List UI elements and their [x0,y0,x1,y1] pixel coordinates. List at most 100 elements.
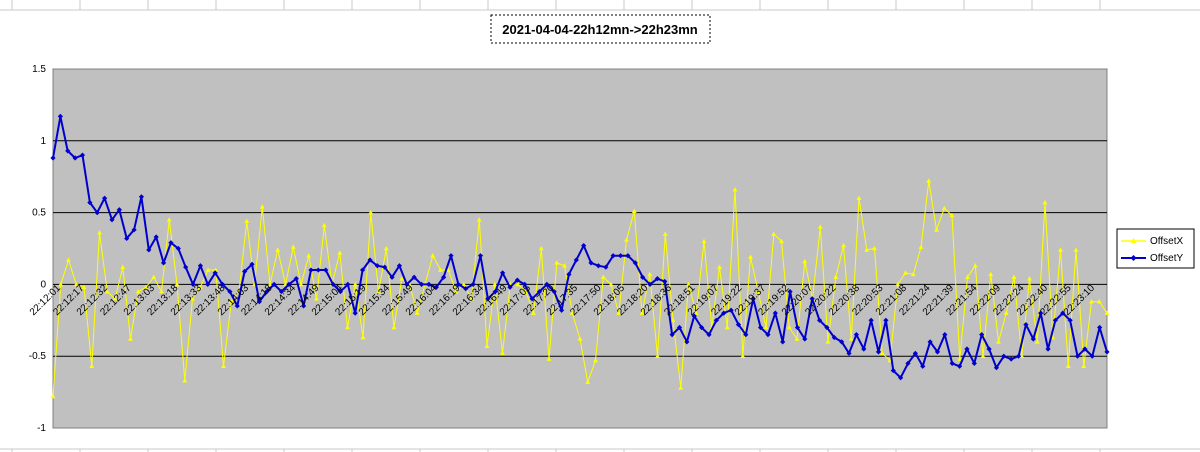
data-point-offsety [65,148,71,154]
data-point-offsety [249,261,255,267]
data-point-offsety [544,281,550,287]
data-point-offsetx [244,218,250,224]
data-point-offsety [1001,353,1007,359]
data-point-offsety [588,260,594,266]
data-point-offsety [492,288,498,295]
data-point-offsety [772,310,778,316]
data-point-offsety [890,367,896,374]
data-point-offsetx [763,324,769,330]
data-point-offsetx [321,222,327,228]
data-point-offsety [956,363,963,369]
data-point-offsety [1104,349,1110,355]
data-point-offsety [301,303,307,309]
data-point-offsetx [910,271,916,277]
data-point-offsetx [616,310,622,315]
horizontal-gridlines [53,140,1107,357]
data-point-offsety [632,260,638,266]
data-point-offsety [50,155,56,161]
data-point-offsety [522,281,528,287]
data-point-offsetx [934,227,939,232]
data-point-offsetx [724,324,730,330]
triangle-marker-icon [1130,238,1137,243]
data-point-offsetx [523,288,529,294]
data-point-offsetx [66,257,71,262]
data-point-offsetx [686,281,691,287]
data-point-offsety [780,339,786,345]
chart-title-box[interactable]: 2021-04-04-22h12mn->22h23mn [490,14,711,44]
data-point-offsetx [391,324,397,330]
data-point-offsetx [848,336,854,341]
data-point-offsety [853,332,859,338]
y-tick-label: 0.5 [32,208,46,219]
data-point-offsetx [856,195,862,201]
data-point-offsety [640,274,646,280]
data-point-offsety [124,235,130,242]
data-point-offsety [411,274,417,280]
data-point-offsetx [275,247,281,252]
data-point-offsety [669,332,675,338]
data-point-offsety [735,322,742,328]
data-point-offsety [448,253,454,259]
plot-area [52,68,1108,429]
data-point-offsety [1097,324,1103,331]
data-point-offsetx [585,379,591,384]
data-point-offsety [116,207,122,213]
data-point-offsety [205,281,211,287]
data-point-offsetx [662,231,668,236]
data-point-offsetx [647,271,653,277]
data-point-offsety [581,243,587,249]
data-point-offsetx [376,288,381,294]
data-point-offsetx [748,254,753,259]
data-point-offsety [1074,353,1081,359]
data-point-offsetx [97,230,102,235]
data-point-offsetx [624,237,629,242]
data-point-offsetx [205,267,211,272]
data-point-offsety [691,313,697,319]
legend: OffsetX OffsetY [1116,228,1195,269]
data-point-offsetx [484,343,490,348]
data-point-offsetx [151,274,157,280]
data-point-offsetx [515,281,521,287]
data-point-offsetx [1019,353,1025,358]
data-point-offsety [949,360,955,366]
data-point-offsetx [1104,310,1110,315]
series-offsety [50,113,1110,381]
data-point-offsetx [228,299,234,304]
data-point-offsety [197,263,204,269]
data-point-offsetx [430,253,436,258]
data-point-offsetx [562,263,567,268]
data-point-offsetx [438,267,443,272]
data-point-offsety [971,360,977,366]
data-point-offsetx [128,336,133,341]
data-point-offsetx [190,296,195,301]
data-point-offsety [109,217,115,223]
data-point-offsety [271,281,277,287]
data-point-offsety [367,257,373,263]
data-point-offsety [824,324,830,331]
data-point-offsety [603,264,609,270]
data-point-offsetx [980,353,986,358]
data-point-offsety [861,346,867,352]
data-point-offsety [875,349,882,355]
data-point-offsety [190,281,196,287]
data-point-offsetx [771,231,777,236]
data-point-offsety [743,332,749,338]
data-point-offsety [787,288,793,295]
data-point-offsetx [996,339,1001,344]
title-selection-frame [490,14,711,44]
data-point-offsety [927,339,933,345]
data-point-offsety [256,299,262,305]
data-point-offsety [315,267,321,273]
data-point-offsetx [740,353,746,358]
data-point-offsety [868,317,874,323]
data-point-offsety [558,307,565,313]
y-tick-label: -1 [37,423,46,434]
data-point-offsety [57,113,63,119]
data-point-offsetx [988,271,994,277]
data-point-offsetx [779,238,784,244]
data-point-offsety [242,268,248,275]
data-point-offsety [308,267,314,273]
data-point-offsety [595,263,602,269]
